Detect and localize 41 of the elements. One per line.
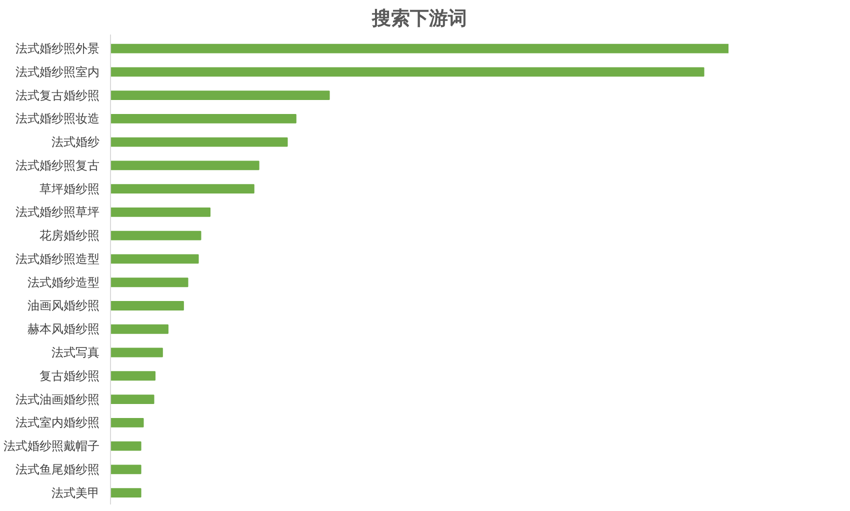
bar [110,371,156,381]
y-tick-label: 法式美甲 [52,486,100,500]
bar [110,488,142,498]
bar [110,441,142,451]
bar [110,394,154,404]
y-tick-label: 法式婚纱 [52,135,100,150]
y-tick-label: 油画风婚纱照 [28,298,100,313]
bar [110,418,144,428]
y-tick-label: 法式油画婚纱照 [16,392,100,406]
bar [110,137,288,147]
bar [110,278,188,288]
y-tick-label: 草坪婚纱照 [40,182,100,196]
bar [110,90,330,100]
y-tick-label: 法式婚纱造型 [28,275,100,290]
bar [110,114,296,124]
bar [110,324,168,334]
y-tick-label: 法式婚纱照妆造 [16,112,100,126]
y-tick-label: 法式婚纱照复古 [16,158,100,172]
y-tick-label: 法式室内婚纱照 [16,416,100,430]
bar [110,208,210,217]
y-tick-label: 法式婚纱照戴帽子 [4,439,100,454]
y-tick-label: 法式婚纱照室内 [16,64,100,79]
bar [110,44,728,54]
y-tick-label: 赫本风婚纱照 [28,322,100,336]
y-tick-label: 法式婚纱照外景 [16,42,100,56]
y-tick-label: 法式婚纱照草坪 [16,205,100,220]
y-tick-label: 花房婚纱照 [40,228,100,243]
bar [110,254,199,264]
chart-title: 搜索下游词 [371,8,467,30]
y-tick-label: 法式婚纱照造型 [16,252,100,266]
bar [110,464,142,474]
y-tick-label: 复古婚纱照 [40,368,100,383]
bar [110,230,202,240]
y-tick-label: 法式复古婚纱照 [16,88,100,102]
bar [110,184,254,194]
bar [110,160,260,170]
bar [110,67,704,77]
bar [110,348,163,358]
bar [110,301,184,310]
y-tick-label: 法式写真 [52,346,100,360]
y-tick-label: 法式鱼尾婚纱照 [16,462,100,476]
